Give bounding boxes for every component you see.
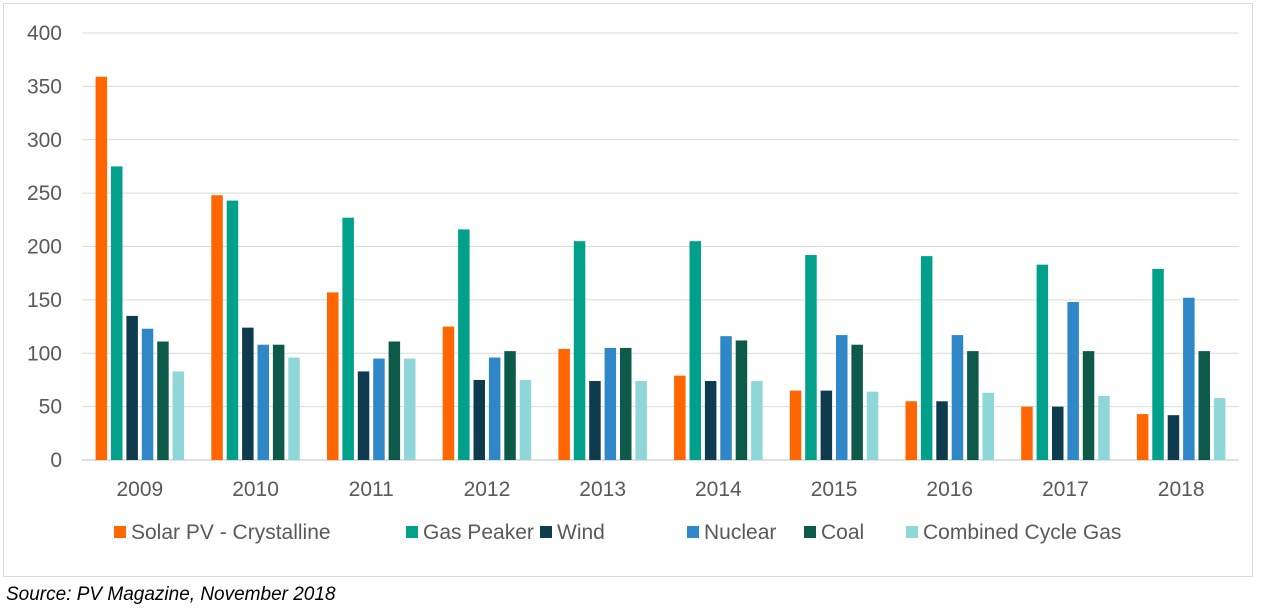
bar-solar-pv-crystalline-2012 (442, 326, 455, 460)
bar-coal-2012 (504, 351, 516, 460)
bar-combined-cycle-gas-2015 (866, 391, 879, 460)
bars (95, 76, 1226, 460)
bar-wind-2010 (242, 327, 254, 460)
bar-wind-2018 (1167, 415, 1180, 460)
bar-coal-2015 (851, 344, 863, 460)
bar-nuclear-2009 (141, 328, 154, 460)
y-tick-label: 0 (50, 449, 62, 472)
y-tick-label: 300 (27, 129, 62, 152)
bar-nuclear-2013 (604, 347, 617, 460)
bar-coal-2016 (967, 351, 979, 460)
bar-gas-peaker-2011 (342, 217, 354, 460)
y-tick-label: 150 (27, 289, 62, 312)
legend-swatch (114, 526, 126, 538)
legend: Solar PV - Crystalline Gas Peaker Wind Nucl… (114, 521, 1121, 544)
bar-wind-2014 (704, 381, 717, 460)
x-tick-label: 2016 (926, 478, 973, 501)
bar-gas-peaker-2012 (458, 229, 470, 460)
legend-label: Combined Cycle Gas (923, 521, 1121, 544)
legend-swatch (540, 526, 552, 538)
bar-nuclear-2016 (951, 335, 964, 460)
y-axis-tick-labels: 0 50 100 150 200 250 300 350 400 (27, 22, 62, 472)
bar-nuclear-2018 (1183, 297, 1195, 460)
bar-wind-2017 (1052, 406, 1064, 460)
bar-wind-2009 (126, 315, 138, 460)
bar-solar-pv-crystalline-2018 (1136, 414, 1149, 460)
bar-combined-cycle-gas-2014 (751, 381, 763, 460)
bar-nuclear-2014 (720, 336, 732, 460)
bar-combined-cycle-gas-2018 (1213, 398, 1226, 460)
bar-combined-cycle-gas-2011 (404, 358, 416, 460)
bar-combined-cycle-gas-2012 (519, 379, 532, 460)
bar-wind-2013 (589, 381, 601, 460)
bar-wind-2012 (473, 379, 485, 460)
bar-combined-cycle-gas-2010 (288, 357, 300, 460)
legend-swatch (906, 526, 918, 538)
bar-solar-pv-crystalline-2014 (674, 375, 686, 460)
x-tick-label: 2014 (695, 478, 742, 501)
bar-coal-2014 (735, 340, 748, 460)
x-tick-label: 2017 (1042, 478, 1089, 501)
bar-solar-pv-crystalline-2015 (789, 390, 802, 460)
legend-swatch (804, 526, 816, 538)
bar-solar-pv-crystalline-2011 (327, 292, 339, 460)
y-tick-label: 250 (27, 182, 62, 205)
x-tick-label: 2012 (464, 478, 511, 501)
bar-gas-peaker-2014 (689, 241, 701, 460)
bar-solar-pv-crystalline-2009 (95, 76, 108, 460)
bar-coal-2013 (620, 347, 632, 460)
y-tick-label: 200 (27, 236, 62, 259)
bar-nuclear-2010 (257, 344, 269, 460)
bar-combined-cycle-gas-2013 (635, 381, 647, 460)
y-tick-label: 100 (27, 342, 62, 365)
bar-coal-2017 (1082, 351, 1095, 460)
y-tick-label: 350 (27, 75, 62, 98)
chart-frame: 0 50 100 150 200 250 300 350 400 2009 2010 2011 201… (3, 3, 1253, 577)
legend-label: Coal (821, 521, 864, 544)
bar-nuclear-2011 (373, 358, 385, 460)
bar-coal-2010 (272, 344, 285, 460)
bar-coal-2011 (388, 341, 401, 460)
legend-swatch (687, 526, 699, 538)
bar-combined-cycle-gas-2017 (1098, 395, 1110, 460)
bar-nuclear-2012 (488, 357, 501, 460)
bar-gas-peaker-2010 (226, 200, 239, 460)
bar-solar-pv-crystalline-2016 (905, 401, 917, 460)
legend-swatch (406, 526, 418, 538)
bar-gas-peaker-2015 (805, 255, 817, 460)
x-tick-label: 2010 (232, 478, 279, 501)
bar-nuclear-2017 (1067, 302, 1079, 460)
x-tick-label: 2013 (579, 478, 626, 501)
bar-wind-2011 (357, 371, 370, 460)
x-tick-label: 2018 (1158, 478, 1205, 501)
source-note: Source: PV Magazine, November 2018 (6, 584, 336, 605)
y-tick-label: 400 (27, 22, 62, 45)
bar-solar-pv-crystalline-2010 (211, 195, 223, 460)
bar-combined-cycle-gas-2016 (982, 392, 994, 460)
y-tick-label: 50 (39, 396, 62, 419)
legend-label: Nuclear (704, 521, 776, 544)
x-axis-tick-labels: 2009 2010 2011 2012 2013 2014 2015 2016 2017 2018 (116, 478, 1204, 501)
x-tick-label: 2009 (116, 478, 163, 501)
bar-combined-cycle-gas-2009 (172, 371, 185, 460)
legend-label: Gas Peaker (423, 521, 534, 544)
legend-label: Solar PV - Crystalline (131, 521, 331, 544)
bar-gas-peaker-2009 (111, 166, 123, 460)
bar-nuclear-2015 (836, 335, 848, 460)
bar-gas-peaker-2013 (573, 241, 586, 460)
bar-coal-2018 (1198, 351, 1210, 460)
bar-gas-peaker-2016 (920, 256, 933, 460)
bar-chart: 0 50 100 150 200 250 300 350 400 2009 2010 2011 201… (27, 22, 1239, 544)
bar-solar-pv-crystalline-2017 (1021, 406, 1033, 460)
gridlines (82, 32, 1239, 461)
x-tick-label: 2011 (349, 478, 394, 501)
bar-solar-pv-crystalline-2013 (558, 348, 570, 460)
bar-coal-2009 (157, 341, 169, 460)
bar-wind-2015 (820, 390, 833, 460)
bar-gas-peaker-2018 (1152, 268, 1164, 460)
legend-label: Wind (557, 521, 605, 544)
bar-wind-2016 (936, 401, 948, 460)
x-tick-label: 2015 (811, 478, 858, 501)
bar-gas-peaker-2017 (1036, 264, 1049, 460)
